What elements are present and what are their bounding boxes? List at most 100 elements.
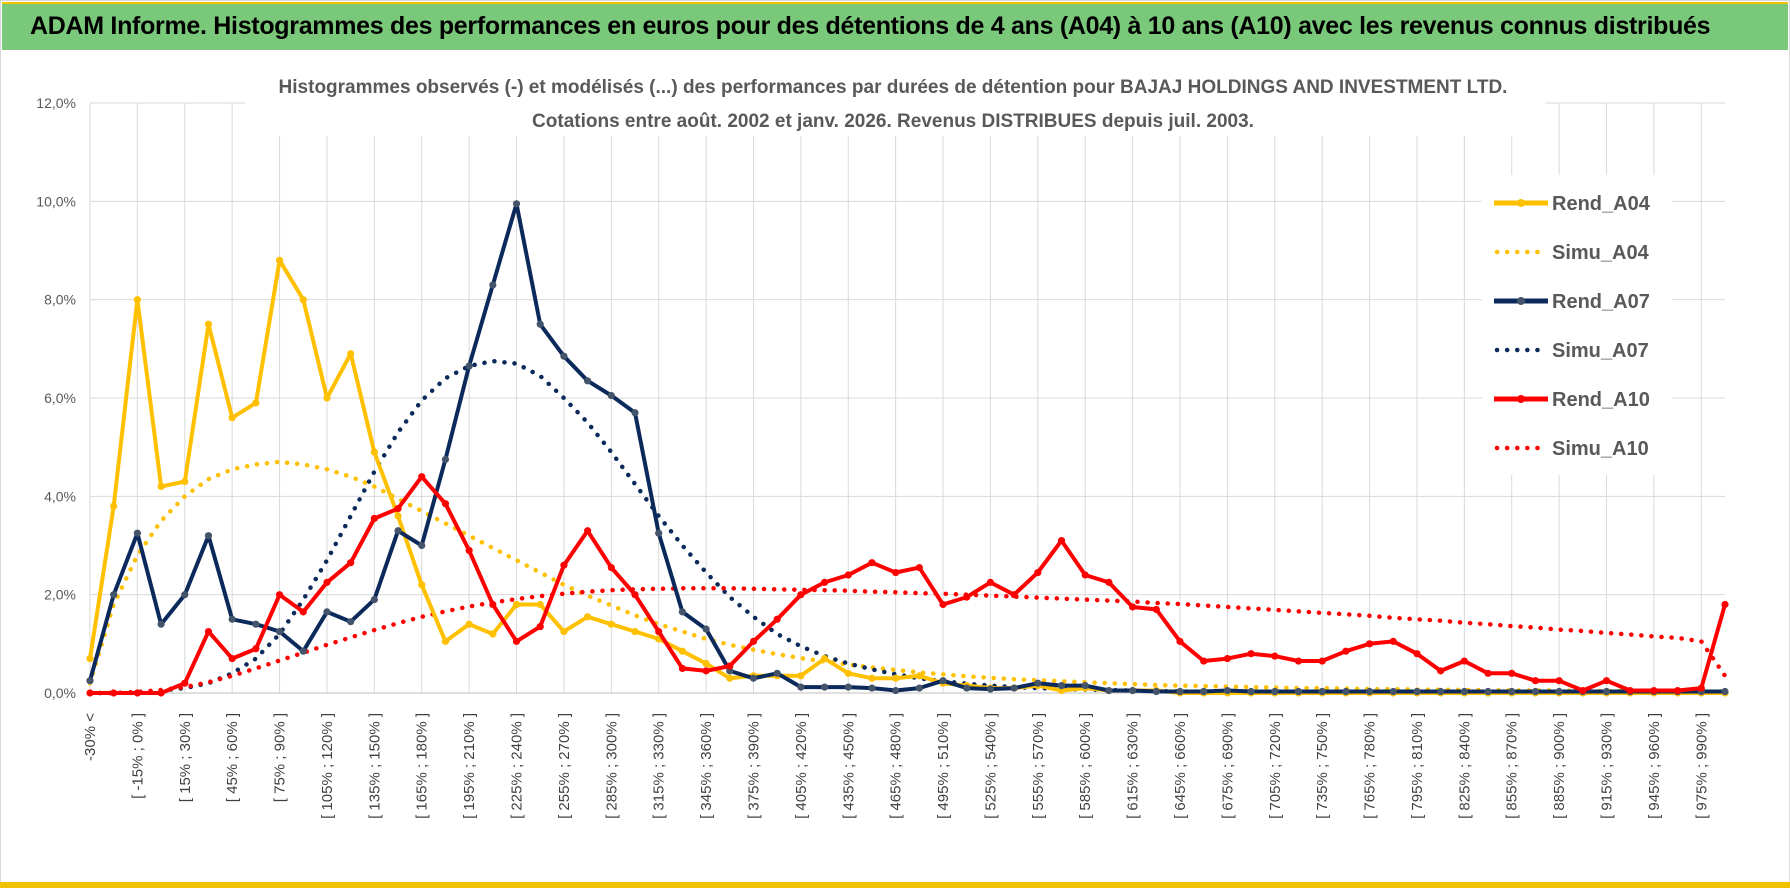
data-point-rend-a10 <box>86 689 94 697</box>
y-tick-label: 6,0% <box>44 390 76 406</box>
data-point-rend-a07 <box>1057 682 1066 690</box>
data-point-rend-a10 <box>1697 684 1705 692</box>
data-point-rend-a10 <box>1247 650 1255 658</box>
data-point-rend-a10 <box>1413 650 1421 658</box>
data-point-rend-a07 <box>252 620 260 628</box>
data-point-rend-a10 <box>584 527 592 535</box>
data-point-rend-a10 <box>560 561 568 569</box>
data-point-rend-a07 <box>844 683 852 691</box>
x-tick-label: -30% < <box>82 713 99 761</box>
data-point-rend-a04 <box>844 669 852 677</box>
data-point-rend-a04 <box>86 654 94 663</box>
legend-label-simu-a04: Simu_A04 <box>1552 242 1650 264</box>
data-point-rend-a04 <box>370 448 378 456</box>
data-point-rend-a10 <box>1129 603 1137 611</box>
data-point-rend-a10 <box>773 615 781 623</box>
data-point-rend-a04 <box>181 477 189 486</box>
data-point-rend-a04 <box>228 414 236 422</box>
data-point-rend-a10 <box>275 591 284 599</box>
legend-marker-rend-a07 <box>1517 297 1525 305</box>
legend-marker-rend-a04 <box>1517 199 1525 207</box>
data-point-rend-a10 <box>252 645 260 653</box>
data-point-rend-a04 <box>584 613 592 621</box>
x-tick-label: [ 165% ; 180% ] <box>414 713 431 819</box>
data-point-rend-a04 <box>820 654 829 663</box>
data-point-rend-a07 <box>228 615 236 623</box>
banner-title: ADAM Informe. Histogrammes des performan… <box>30 12 1711 40</box>
data-point-rend-a07 <box>986 685 995 693</box>
x-tick-label: [ 525% ; 540% ] <box>982 713 999 819</box>
data-point-rend-a10 <box>1650 686 1658 695</box>
x-tick-label: [ 795% ; 810% ] <box>1409 713 1426 819</box>
y-tick-label: 0,0% <box>44 685 76 701</box>
data-point-rend-a07 <box>1555 687 1563 696</box>
x-tick-label: [ 615% ; 630% ] <box>1125 713 1142 819</box>
data-point-rend-a04 <box>133 296 141 304</box>
x-tick-label: [ 105% ; 120% ] <box>319 713 336 819</box>
x-tick-label: [ 285% ; 300% ] <box>603 713 620 819</box>
data-point-rend-a07 <box>749 674 758 682</box>
data-point-rend-a10 <box>441 500 450 508</box>
data-point-rend-a10 <box>512 637 521 645</box>
data-point-rend-a07 <box>1152 687 1160 696</box>
data-point-rend-a07 <box>489 281 497 289</box>
data-point-rend-a07 <box>1413 687 1421 696</box>
data-point-rend-a04 <box>252 399 260 407</box>
x-tick-label: [ 825% ; 840% ] <box>1456 713 1473 819</box>
x-tick-label: [ 735% ; 750% ] <box>1314 713 1331 819</box>
x-tick-label: [ 915% ; 930% ] <box>1599 713 1616 819</box>
data-point-rend-a07 <box>536 320 544 328</box>
data-point-rend-a10 <box>1555 677 1563 685</box>
x-tick-label: [ 75% ; 90% ] <box>272 713 289 802</box>
data-point-rend-a04 <box>418 581 426 589</box>
x-tick-label: [ 585% ; 600% ] <box>1077 713 1094 819</box>
data-point-rend-a04 <box>465 620 473 628</box>
x-tick-label: [ 315% ; 330% ] <box>651 713 668 819</box>
data-point-rend-a07 <box>1342 687 1350 696</box>
data-point-rend-a10 <box>1484 669 1492 677</box>
data-point-rend-a04 <box>702 659 710 668</box>
data-point-rend-a10 <box>678 664 686 673</box>
data-point-rend-a10 <box>915 564 923 572</box>
data-point-rend-a10 <box>370 514 378 523</box>
data-point-rend-a10 <box>631 591 639 599</box>
data-point-rend-a10 <box>204 627 213 636</box>
data-point-rend-a07 <box>1247 687 1255 696</box>
x-tick-label: [ 495% ; 510% ] <box>935 713 952 819</box>
data-point-rend-a07 <box>1294 687 1303 696</box>
data-point-rend-a04 <box>915 672 923 680</box>
data-point-rend-a04 <box>204 320 213 328</box>
data-point-rend-a07 <box>892 686 900 695</box>
data-point-rend-a10 <box>986 578 995 586</box>
data-point-rend-a07 <box>820 683 829 691</box>
data-point-rend-a07 <box>1223 686 1231 695</box>
data-point-rend-a07 <box>299 647 307 655</box>
data-point-rend-a07 <box>915 684 923 692</box>
x-tick-label: [ 195% ; 210% ] <box>461 713 478 819</box>
data-point-rend-a10 <box>1508 669 1516 677</box>
data-point-rend-a04 <box>868 674 876 682</box>
data-point-rend-a07 <box>1460 687 1468 696</box>
legend-marker-rend-a10 <box>1517 395 1525 403</box>
x-tick-label: [ 135% ; 150% ] <box>366 713 383 819</box>
data-point-rend-a04 <box>157 482 165 491</box>
data-point-rend-a07 <box>204 532 213 540</box>
x-tick-label: [ 375% ; 390% ] <box>745 713 762 819</box>
data-point-rend-a10 <box>655 627 663 636</box>
data-point-rend-a07 <box>1176 687 1184 696</box>
data-point-rend-a10 <box>1152 605 1160 614</box>
chart-subtitle: Cotations entre août. 2002 et janv. 2026… <box>532 111 1254 132</box>
x-tick-label: [ 45% ; 60% ] <box>224 713 241 802</box>
data-point-rend-a04 <box>275 256 284 264</box>
data-point-rend-a07 <box>1271 687 1279 696</box>
data-point-rend-a07 <box>1531 687 1540 696</box>
y-tick-label: 2,0% <box>44 587 76 603</box>
data-point-rend-a07 <box>1389 687 1397 696</box>
x-tick-label: [ 765% ; 780% ] <box>1362 713 1379 819</box>
data-point-rend-a10 <box>1721 600 1729 609</box>
x-tick-label: [ 885% ; 900% ] <box>1551 713 1568 819</box>
data-point-rend-a04 <box>607 620 615 628</box>
data-point-rend-a10 <box>702 667 710 675</box>
title-background <box>245 70 1545 136</box>
